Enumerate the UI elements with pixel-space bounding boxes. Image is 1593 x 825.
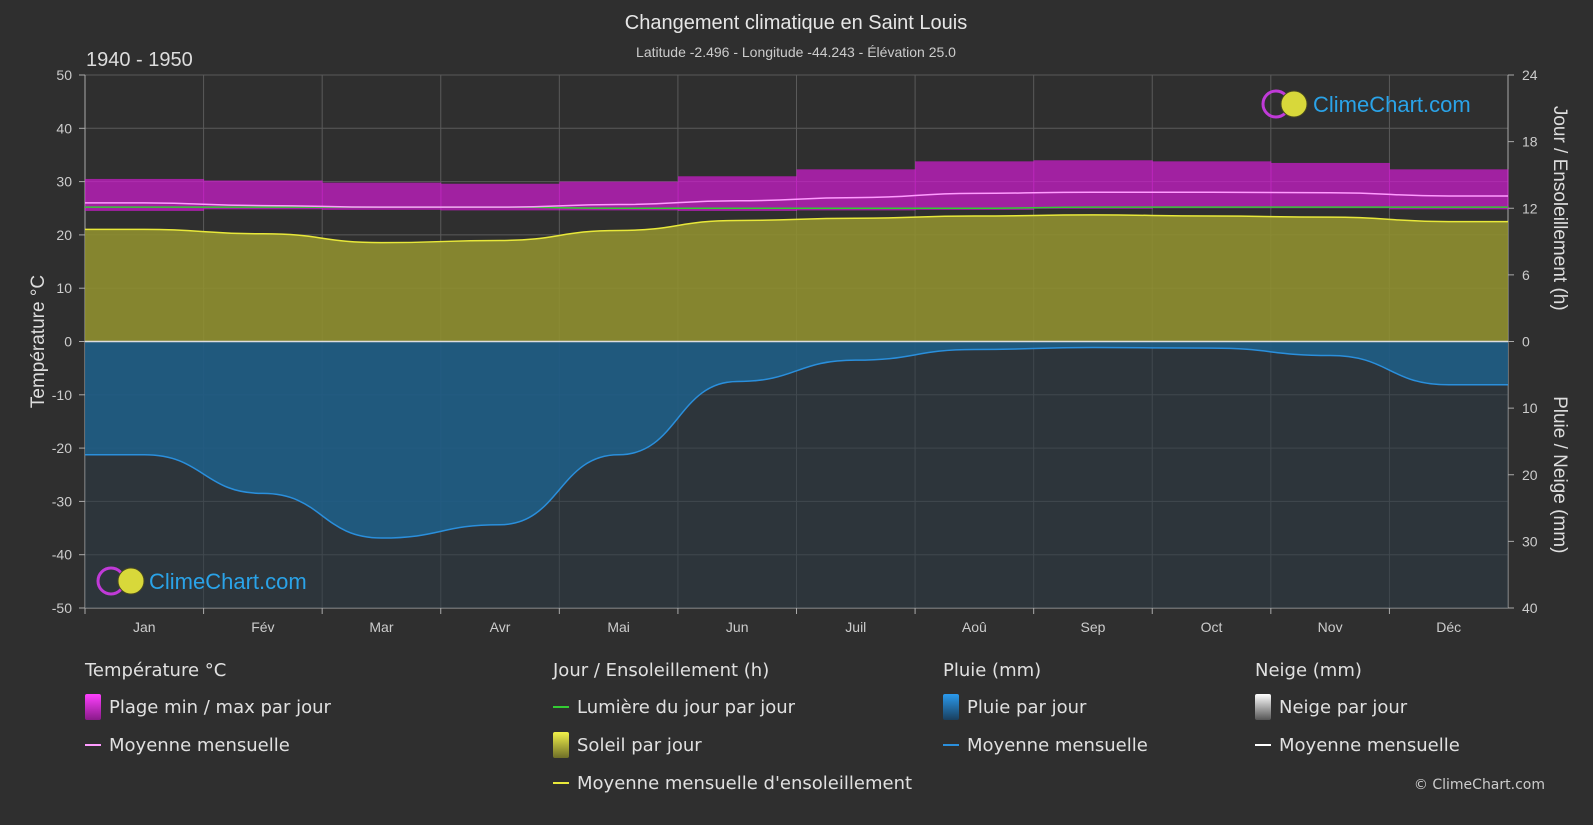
temp-range-bar xyxy=(559,181,679,211)
legend-swatch-sunshine-mean xyxy=(553,782,569,784)
legend-label-snow: Neige par jour xyxy=(1279,696,1408,718)
legend-group-snow: Neige (mm) Neige par jour Moyenne mensue… xyxy=(1255,660,1460,772)
y-tick-label-left: -30 xyxy=(52,493,72,509)
y-tick-label-right-hours: 12 xyxy=(1522,200,1538,216)
temp-range-bar xyxy=(1152,161,1272,209)
x-tick-label: Sep xyxy=(1080,619,1105,635)
legend-title-rain: Pluie (mm) xyxy=(943,660,1042,681)
y-tick-label-left: -50 xyxy=(52,600,72,616)
y-tick-label-left: -10 xyxy=(52,387,72,403)
y-tick-label-right-precip: 30 xyxy=(1522,533,1538,549)
watermark-top: ClimeChart.com xyxy=(1261,89,1471,119)
x-tick-label: Jan xyxy=(133,619,156,635)
period-label: 1940 - 1950 xyxy=(86,49,193,71)
watermark-text-top: ClimeChart.com xyxy=(1313,92,1471,117)
temp-range-bar xyxy=(1033,160,1153,209)
legend-swatch-temp-mean xyxy=(85,744,101,746)
y-axis-title-right-hours: Jour / Ensoleillement (h) xyxy=(1549,106,1570,311)
temp-mean-line xyxy=(85,191,1508,208)
legend-item-sunshine: Soleil par jour xyxy=(553,732,912,758)
temp-range-bar xyxy=(85,178,205,211)
temp-range-bar xyxy=(1389,169,1509,210)
legend-item-rain-mean: Moyenne mensuelle xyxy=(943,734,1148,756)
y-tick-label-left: 0 xyxy=(64,334,72,350)
legend-swatch-snow-mean xyxy=(1255,744,1271,746)
copyright: © ClimeChart.com xyxy=(1413,777,1545,793)
legend-group-rain: Pluie (mm) Pluie par jour Moyenne mensue… xyxy=(943,660,1148,772)
legend-title-snow: Neige (mm) xyxy=(1255,660,1362,681)
y-tick-label-left: 10 xyxy=(56,280,72,296)
y-tick-label-left: -20 xyxy=(52,440,72,456)
legend-item-daylight: Lumière du jour par jour xyxy=(553,696,912,718)
legend-label-temp-range: Plage min / max par jour xyxy=(109,696,331,718)
y-tick-label-right-precip: 40 xyxy=(1522,600,1538,616)
legend-swatch-snow xyxy=(1255,694,1271,720)
legend-group-temperature: Température °C Plage min / max par jour … xyxy=(85,660,331,772)
legend-label-sunshine: Soleil par jour xyxy=(577,734,702,756)
chart-layers xyxy=(84,160,1509,608)
x-tick-label: Mai xyxy=(607,619,630,635)
y-tick-label-left: 30 xyxy=(56,174,72,190)
legend-swatch-sunshine xyxy=(553,732,569,758)
legend-label-sunshine-mean: Moyenne mensuelle d'ensoleillement xyxy=(577,772,913,794)
legend-title-sunshine: Jour / Ensoleillement (h) xyxy=(553,660,770,681)
legend-label-rain-mean: Moyenne mensuelle xyxy=(967,734,1148,756)
legend-title-temperature: Température °C xyxy=(85,660,227,681)
rain-mean-line xyxy=(84,346,1508,539)
legend-item-sunshine-mean: Moyenne mensuelle d'ensoleillement xyxy=(553,772,912,794)
x-tick-label: Avr xyxy=(490,619,511,635)
legend-swatch-rain xyxy=(943,694,959,720)
x-tick-label: Juil xyxy=(845,619,866,635)
chart-subtitle: Latitude -2.496 - Longitude -44.243 - Él… xyxy=(636,44,956,60)
legend-item-rain: Pluie par jour xyxy=(943,694,1148,720)
x-tick-label: Oct xyxy=(1201,619,1223,635)
watermark-bottom: ClimeChart.com xyxy=(96,566,307,596)
temp-range-bar xyxy=(677,176,797,211)
temp-range-bar xyxy=(322,182,442,210)
x-tick-label: Nov xyxy=(1318,619,1343,635)
daylight-line xyxy=(84,206,1508,209)
x-tick-label: Fév xyxy=(251,619,274,635)
legend-swatch-temp-range xyxy=(85,694,101,720)
climate-chart: Changement climatique en Saint Louis Lat… xyxy=(28,12,1570,635)
sunshine-mean-line xyxy=(84,214,1508,244)
legend-item-temp-mean: Moyenne mensuelle xyxy=(85,734,331,756)
y-axis-title-left: Température °C xyxy=(28,275,49,408)
sunshine-area xyxy=(85,214,1508,342)
y-tick-label-right-hours: 6 xyxy=(1522,267,1530,283)
y-tick-label-left: 40 xyxy=(56,120,72,136)
legend-group-sunshine: Jour / Ensoleillement (h) Lumière du jou… xyxy=(553,660,912,810)
legend-item-temp-range: Plage min / max par jour xyxy=(85,694,331,720)
y-tick-label-right-hours: 18 xyxy=(1522,134,1538,150)
legend-label-rain: Pluie par jour xyxy=(967,696,1087,718)
legend-swatch-rain-mean xyxy=(943,744,959,746)
legend-label-daylight: Lumière du jour par jour xyxy=(577,696,796,718)
watermark-text-bottom: ClimeChart.com xyxy=(149,569,307,594)
x-tick-label: Mar xyxy=(369,619,393,635)
y-tick-label-left: -40 xyxy=(52,547,72,563)
temp-range-bar xyxy=(915,161,1035,210)
y-tick-label-left: 20 xyxy=(56,227,72,243)
x-tick-label: Déc xyxy=(1436,619,1461,635)
legend-item-snow: Neige par jour xyxy=(1255,694,1460,720)
y-tick-label-left: 50 xyxy=(56,67,72,83)
legend-label-snow-mean: Moyenne mensuelle xyxy=(1279,734,1460,756)
legend-label-temp-mean: Moyenne mensuelle xyxy=(109,734,290,756)
legend-item-snow-mean: Moyenne mensuelle xyxy=(1255,734,1460,756)
legend-swatch-daylight xyxy=(553,706,569,708)
y-tick-label-right-precip: 20 xyxy=(1522,467,1538,483)
temp-range-bar xyxy=(796,169,916,211)
y-tick-label-right-hours: 24 xyxy=(1522,67,1538,83)
y-tick-label-right-hours: 0 xyxy=(1522,334,1530,350)
rain-area xyxy=(85,341,1508,539)
x-tick-label: Aoû xyxy=(962,619,987,635)
legend: Température °C Plage min / max par jour … xyxy=(0,660,1593,810)
y-axis-title-right-precip: Pluie / Neige (mm) xyxy=(1549,396,1570,553)
temp-range-bar xyxy=(1270,162,1390,209)
y-tick-label-right-precip: 10 xyxy=(1522,400,1538,416)
x-tick-label: Jun xyxy=(726,619,749,635)
chart-title: Changement climatique en Saint Louis xyxy=(625,12,967,34)
